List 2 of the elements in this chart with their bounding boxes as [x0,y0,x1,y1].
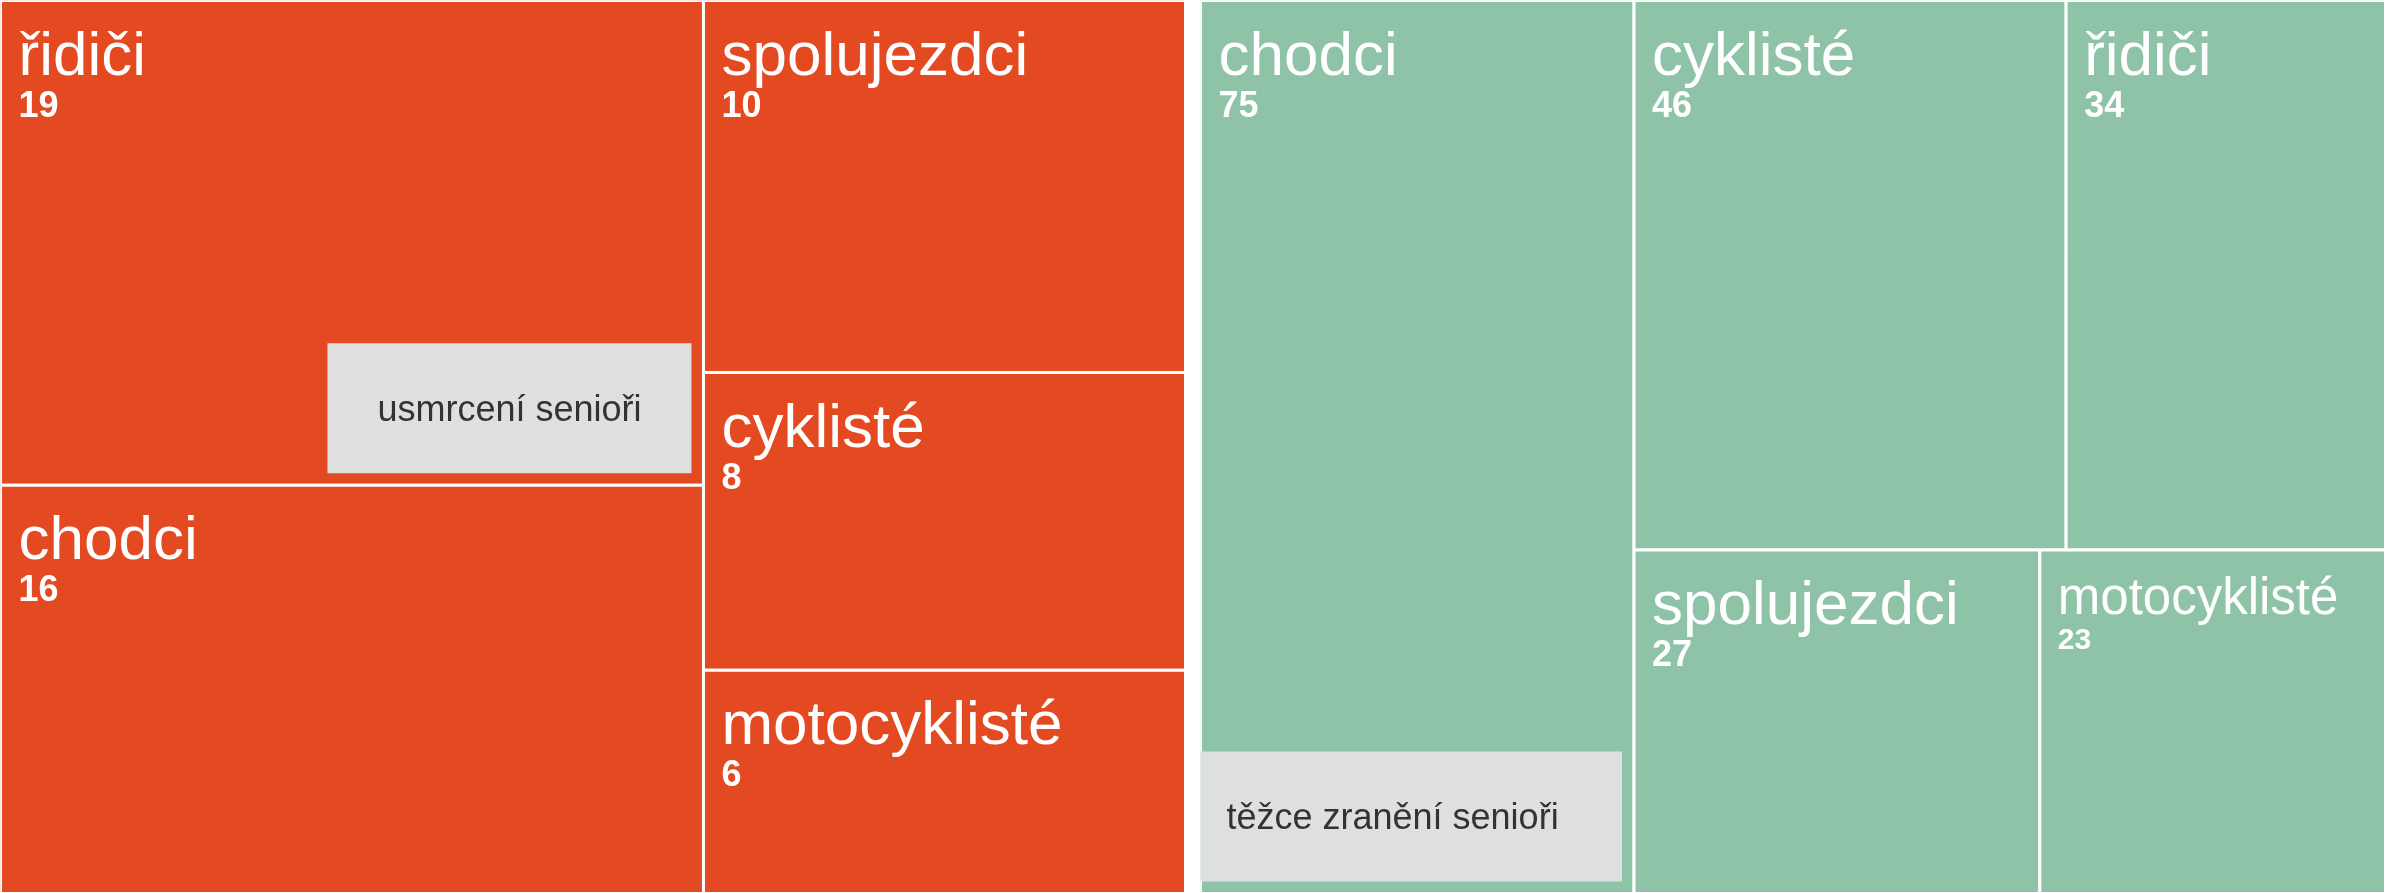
text: usmrcení senioři [377,387,642,429]
text: těžce zranění senioři [1226,796,1559,837]
